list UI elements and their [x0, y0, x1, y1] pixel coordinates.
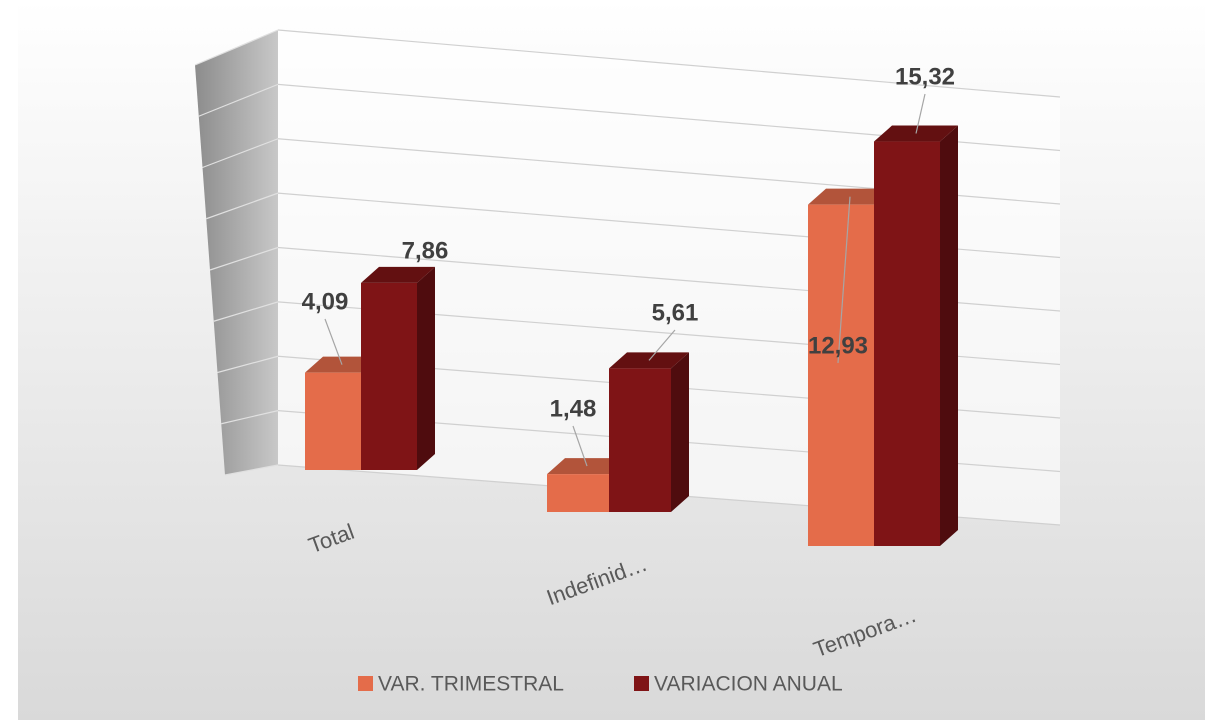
leader-line	[837, 196, 851, 364]
bar	[361, 282, 417, 470]
leader-line	[324, 318, 343, 365]
bar	[305, 372, 361, 470]
legend-label: VAR. TRIMESTRAL	[378, 673, 564, 696]
data-label: 7,86	[402, 237, 449, 264]
wall-grid-line	[206, 192, 279, 220]
bar	[547, 474, 609, 512]
bar-side	[671, 352, 689, 512]
wall-grid-line	[194, 29, 279, 66]
data-label: 4,09	[302, 288, 349, 315]
legend-swatch	[358, 676, 373, 691]
bar	[808, 204, 874, 546]
wall-grid-line	[198, 83, 279, 117]
data-label: 12,93	[808, 332, 868, 359]
wall-grid-line	[221, 410, 279, 425]
leader-line	[648, 329, 676, 361]
bar-side	[940, 125, 958, 546]
grid-line	[277, 29, 1061, 98]
leader-line	[572, 425, 588, 467]
leader-line	[915, 93, 926, 134]
legend-label: VARIACION ANUAL	[654, 673, 843, 696]
data-label: 1,48	[550, 395, 597, 422]
legend-swatch	[634, 676, 649, 691]
wall-grid-line	[224, 464, 279, 476]
bar-top	[361, 266, 435, 283]
bar	[874, 141, 940, 546]
data-label: 5,61	[652, 299, 699, 326]
data-label: 15,32	[895, 63, 955, 90]
wall-grid-line	[213, 301, 279, 322]
wall-grid-line	[217, 355, 279, 374]
wall-grid-line	[209, 246, 279, 271]
bar	[609, 368, 671, 512]
side-wall	[195, 30, 278, 475]
bar-side	[417, 266, 435, 470]
wall-grid-line	[202, 138, 279, 169]
